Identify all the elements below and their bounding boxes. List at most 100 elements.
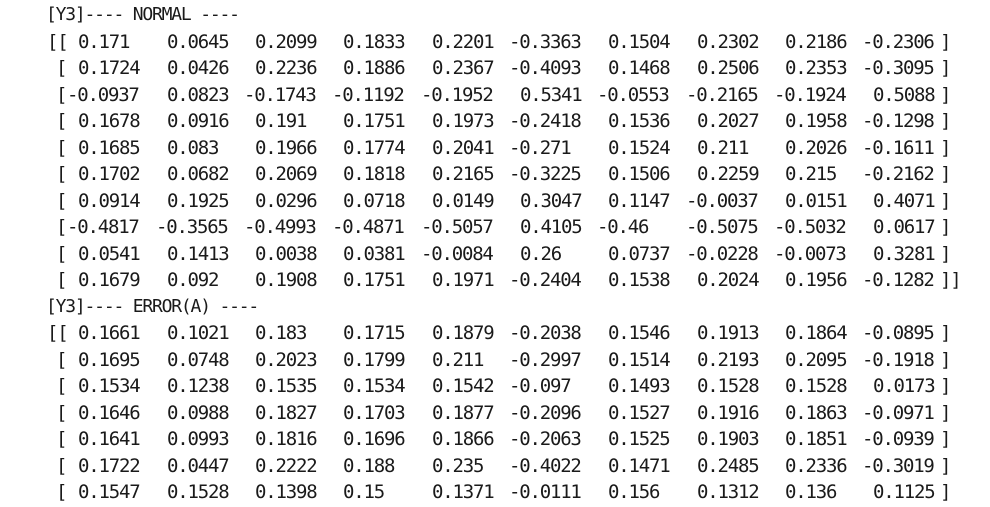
matrix-cell: 0.1925 — [167, 189, 230, 212]
matrix-cell: 0.15 — [343, 481, 385, 503]
matrix-cell: -0.097 — [509, 375, 572, 397]
matrix-cell: 0.1696 — [343, 428, 406, 450]
matrix-cell: -0.0073 — [774, 242, 847, 265]
matrix-cell: 0.1908 — [255, 269, 318, 291]
matrix-row: [0.1646 0.0988 0.1827 0.1703 0.1877 -0.2096 0.… — [0, 400, 990, 426]
matrix-cell: -0.2096 — [509, 401, 582, 424]
matrix-cell: 0.1851 — [785, 428, 848, 450]
matrix-cell: -0.5057 — [421, 216, 494, 238]
matrix-row: [0.1641 0.0993 0.1816 0.1696 0.1866 -0.2063 0.… — [0, 426, 990, 452]
matrix-cell: 0.2506 — [697, 57, 760, 79]
matrix-cell: -0.2997 — [509, 348, 582, 371]
matrix-cell: 0.1703 — [343, 401, 406, 424]
matrix-cell: -0.4022 — [509, 454, 582, 477]
open-bracket: [ — [56, 57, 67, 79]
matrix-cell: 0.1864 — [785, 322, 848, 344]
matrix-cell: 0.1879 — [432, 322, 495, 344]
matrix-cell: 0.1646 — [78, 401, 141, 424]
matrix-cell: -0.0553 — [597, 83, 670, 106]
matrix-cell: 0.1504 — [608, 30, 671, 53]
matrix-cell: 0.1506 — [608, 163, 671, 185]
matrix-cell: 0.1913 — [697, 322, 760, 344]
close-bracket: ] — [940, 30, 951, 53]
matrix-cell: 0.2027 — [697, 110, 760, 132]
matrix-cell: 0.1021 — [167, 322, 230, 344]
matrix-cell: 0.2336 — [785, 454, 848, 477]
matrix-cell: 0.1661 — [78, 322, 141, 344]
section-header: [Y3]---- ERROR(A) ---- — [46, 295, 259, 317]
matrix-cell: 0.2236 — [255, 57, 318, 79]
matrix-cell: -0.2418 — [509, 110, 582, 132]
matrix-cell: 0.2041 — [432, 136, 495, 159]
open-bracket: [ — [56, 189, 67, 212]
matrix-cell: 0.1958 — [785, 110, 848, 132]
matrix-row: [-0.4817 -0.3565 -0.4993 -0.4871 -0.5057 0.41… — [0, 214, 990, 240]
open-bracket: [ — [56, 110, 67, 132]
matrix-cell: -0.4817 — [67, 216, 140, 238]
matrix-cell: 0.1903 — [697, 428, 760, 450]
matrix-cell: -0.0939 — [862, 428, 935, 450]
matrix-cell: 0.0914 — [78, 189, 141, 212]
matrix-row: [0.1547 0.1528 0.1398 0.15 0.1371 -0.0111 0.15… — [0, 479, 990, 505]
open-bracket: [ — [56, 375, 67, 397]
matrix-cell: 0.1751 — [343, 110, 406, 132]
close-bracket: ] — [940, 83, 951, 106]
close-bracket: ] — [940, 428, 951, 450]
matrix-cell: 0.2186 — [785, 30, 848, 53]
matrix-cell: -0.0084 — [421, 242, 494, 265]
matrix-cell: 0.1371 — [432, 481, 495, 503]
matrix-cell: -0.2165 — [686, 83, 759, 106]
open-bracket: [ — [56, 269, 67, 291]
matrix-cell: 0.0426 — [167, 57, 230, 79]
matrix-cell: 0.2201 — [432, 30, 495, 53]
matrix-cell: 0.2069 — [255, 163, 318, 185]
matrix-cell: -0.271 — [509, 136, 572, 159]
close-bracket: ] — [940, 322, 951, 344]
matrix-cell: 0.2353 — [785, 57, 848, 79]
matrix-cell: 0.191 — [255, 110, 307, 132]
close-bracket: ]] — [940, 269, 962, 291]
matrix-cell: 0.1886 — [343, 57, 406, 79]
matrix-cell: -0.1192 — [332, 83, 405, 106]
matrix-cell: -0.4993 — [244, 216, 317, 238]
close-bracket: ] — [940, 375, 951, 397]
matrix-cell: 0.2024 — [697, 269, 760, 291]
matrix-cell: 0.0823 — [167, 83, 230, 106]
matrix-cell: 0.1816 — [255, 428, 318, 450]
open-bracket: [[ — [47, 30, 69, 53]
matrix-row: [0.1678 0.0916 0.191 0.1751 0.1973 -0.2418 0.1… — [0, 108, 990, 134]
matrix-cell: 0.1973 — [432, 110, 495, 132]
matrix-cell: 0.26 — [520, 242, 562, 265]
matrix-cell: 0.0682 — [167, 163, 230, 185]
matrix-cell: 0.1493 — [608, 375, 671, 397]
matrix-cell: 0.1542 — [432, 375, 495, 397]
matrix-cell: 0.0993 — [167, 428, 230, 450]
matrix-row: [[0.1661 0.1021 0.183 0.1715 0.1879 -0.2038 0.… — [0, 320, 990, 346]
matrix-cell: 0.4105 — [520, 216, 583, 238]
matrix-cell: -0.0937 — [67, 83, 140, 106]
matrix-cell: -0.2404 — [509, 269, 582, 291]
matrix-cell: 0.1966 — [255, 136, 318, 159]
matrix-cell: 0.1538 — [608, 269, 671, 291]
matrix-cell: 0.1827 — [255, 401, 318, 424]
matrix-cell: -0.2162 — [862, 163, 935, 185]
matrix-cell: 0.2302 — [697, 30, 760, 53]
matrix-cell: 0.0916 — [167, 110, 230, 132]
open-bracket: [ — [56, 136, 67, 159]
matrix-cell: -0.1282 — [862, 269, 935, 291]
matrix-cell: 0.1525 — [608, 428, 671, 450]
matrix-cell: -0.3095 — [862, 57, 935, 79]
matrix-cell: 0.1818 — [343, 163, 406, 185]
matrix-cell: -0.1298 — [862, 110, 935, 132]
matrix-cell: 0.171 — [78, 30, 130, 53]
matrix-cell: -0.1743 — [244, 83, 317, 106]
matrix-cell: 0.1312 — [697, 481, 760, 503]
matrix-cell: -0.3225 — [509, 163, 582, 185]
matrix-cell: 0.1724 — [78, 57, 141, 79]
matrix-cell: 0.2193 — [697, 348, 760, 371]
matrix-cell: 0.215 — [785, 163, 837, 185]
matrix-cell: 0.2259 — [697, 163, 760, 185]
matrix-cell: 0.1833 — [343, 30, 406, 53]
matrix-cell: -0.1918 — [862, 348, 935, 371]
matrix-cell: 0.2165 — [432, 163, 495, 185]
